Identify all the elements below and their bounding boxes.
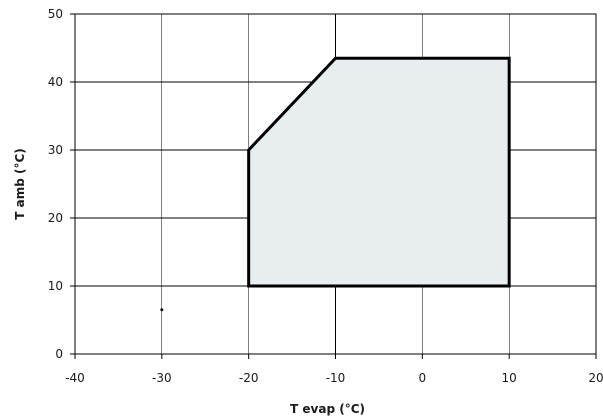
y-tick-label: 10: [48, 279, 63, 293]
y-tick-label: 0: [55, 347, 63, 361]
axis-ticks: -40 -30 -20 -10 0 10 20 0 10 20 30 40 50: [48, 7, 603, 385]
x-tick-label: -20: [239, 371, 259, 385]
y-tick-label: 20: [48, 211, 63, 225]
data-point-marker: [160, 308, 164, 312]
x-axis-title: T evap (°C): [290, 402, 365, 416]
y-tick-label: 40: [48, 75, 63, 89]
x-tick-label: 0: [419, 371, 427, 385]
x-tick-label: 10: [502, 371, 517, 385]
operating-envelope-area: [247, 56, 511, 288]
x-tick-label: 20: [588, 371, 603, 385]
y-tick-label: 50: [48, 7, 63, 21]
x-tick-label: -40: [65, 371, 85, 385]
x-tick-label: -10: [326, 371, 346, 385]
y-tick-label: 30: [48, 143, 63, 157]
y-axis-title: T amb (°C): [13, 148, 27, 220]
x-tick-label: -30: [152, 371, 172, 385]
